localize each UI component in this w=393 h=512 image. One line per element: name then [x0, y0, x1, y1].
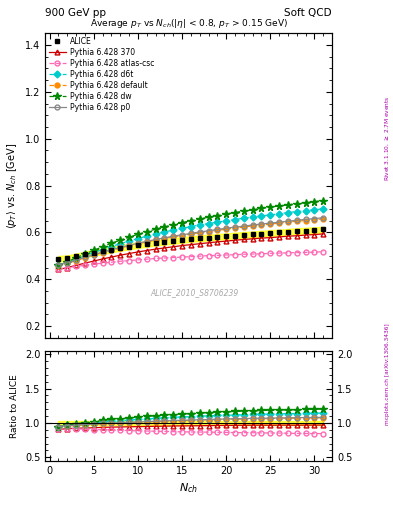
- Text: mcplots.cern.ch [arXiv:1306.3436]: mcplots.cern.ch [arXiv:1306.3436]: [385, 323, 389, 424]
- X-axis label: $N_{ch}$: $N_{ch}$: [179, 481, 198, 495]
- Text: Soft QCD: Soft QCD: [285, 8, 332, 18]
- Text: Rivet 3.1.10, $\geq$ 2.7M events: Rivet 3.1.10, $\geq$ 2.7M events: [383, 95, 391, 181]
- Y-axis label: Ratio to ALICE: Ratio to ALICE: [10, 374, 19, 438]
- Text: ALICE_2010_S8706239: ALICE_2010_S8706239: [150, 288, 239, 297]
- Text: Average $p_T$ vs $N_{ch}$(|$\eta$| < 0.8, $p_T$ > 0.15 GeV): Average $p_T$ vs $N_{ch}$(|$\eta$| < 0.8…: [90, 17, 288, 30]
- Text: 900 GeV pp: 900 GeV pp: [45, 8, 106, 18]
- Legend: ALICE, Pythia 6.428 370, Pythia 6.428 atlas-csc, Pythia 6.428 d6t, Pythia 6.428 : ALICE, Pythia 6.428 370, Pythia 6.428 at…: [48, 35, 156, 113]
- Y-axis label: $\langle p_T \rangle$ vs. $N_{ch}$ [GeV]: $\langle p_T \rangle$ vs. $N_{ch}$ [GeV]: [6, 142, 19, 229]
